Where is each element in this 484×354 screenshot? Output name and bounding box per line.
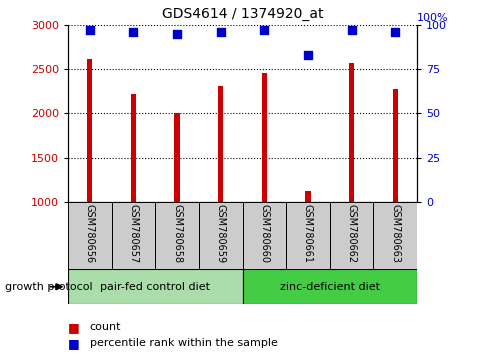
Bar (155, 202, 198, 269)
Text: GSM780663: GSM780663 (390, 204, 399, 263)
Text: GSM780656: GSM780656 (85, 204, 94, 263)
Point (216, 29, 224, 35)
Text: ■: ■ (68, 321, 79, 334)
Text: percentile rank within the sample: percentile rank within the sample (90, 338, 277, 348)
Point (260, 27, 268, 33)
Text: ■: ■ (68, 337, 79, 350)
Point (303, 52, 311, 58)
Text: GSM780660: GSM780660 (259, 204, 269, 263)
Bar (111, 202, 155, 269)
Bar (348, 63, 353, 202)
Text: GSM780661: GSM780661 (302, 204, 312, 263)
Bar (286, 202, 329, 269)
Bar (68, 202, 111, 269)
Bar (198, 202, 242, 269)
Bar (218, 86, 223, 202)
Text: GSM780662: GSM780662 (346, 204, 356, 263)
Bar (68, 269, 242, 304)
Text: GSM780657: GSM780657 (128, 204, 138, 263)
Point (391, 29, 398, 35)
Text: 100%: 100% (416, 13, 448, 23)
Bar (242, 269, 416, 304)
Bar (305, 191, 310, 202)
Text: count: count (90, 322, 121, 332)
Bar (392, 88, 397, 202)
Bar (87, 59, 92, 202)
Title: GDS4614 / 1374920_at: GDS4614 / 1374920_at (162, 7, 322, 21)
Bar (373, 202, 416, 269)
Bar (242, 202, 286, 269)
Point (86, 27, 93, 33)
Text: zinc-deficient diet: zinc-deficient diet (279, 282, 379, 292)
Bar (329, 202, 373, 269)
Bar (261, 73, 266, 202)
Bar (174, 113, 179, 202)
Text: GSM780659: GSM780659 (215, 204, 225, 263)
Point (347, 27, 355, 33)
Point (173, 31, 181, 36)
Bar (131, 94, 136, 202)
Text: GSM780658: GSM780658 (172, 204, 182, 263)
Point (129, 29, 137, 35)
Text: growth protocol: growth protocol (5, 282, 92, 292)
Text: pair-fed control diet: pair-fed control diet (100, 282, 210, 292)
